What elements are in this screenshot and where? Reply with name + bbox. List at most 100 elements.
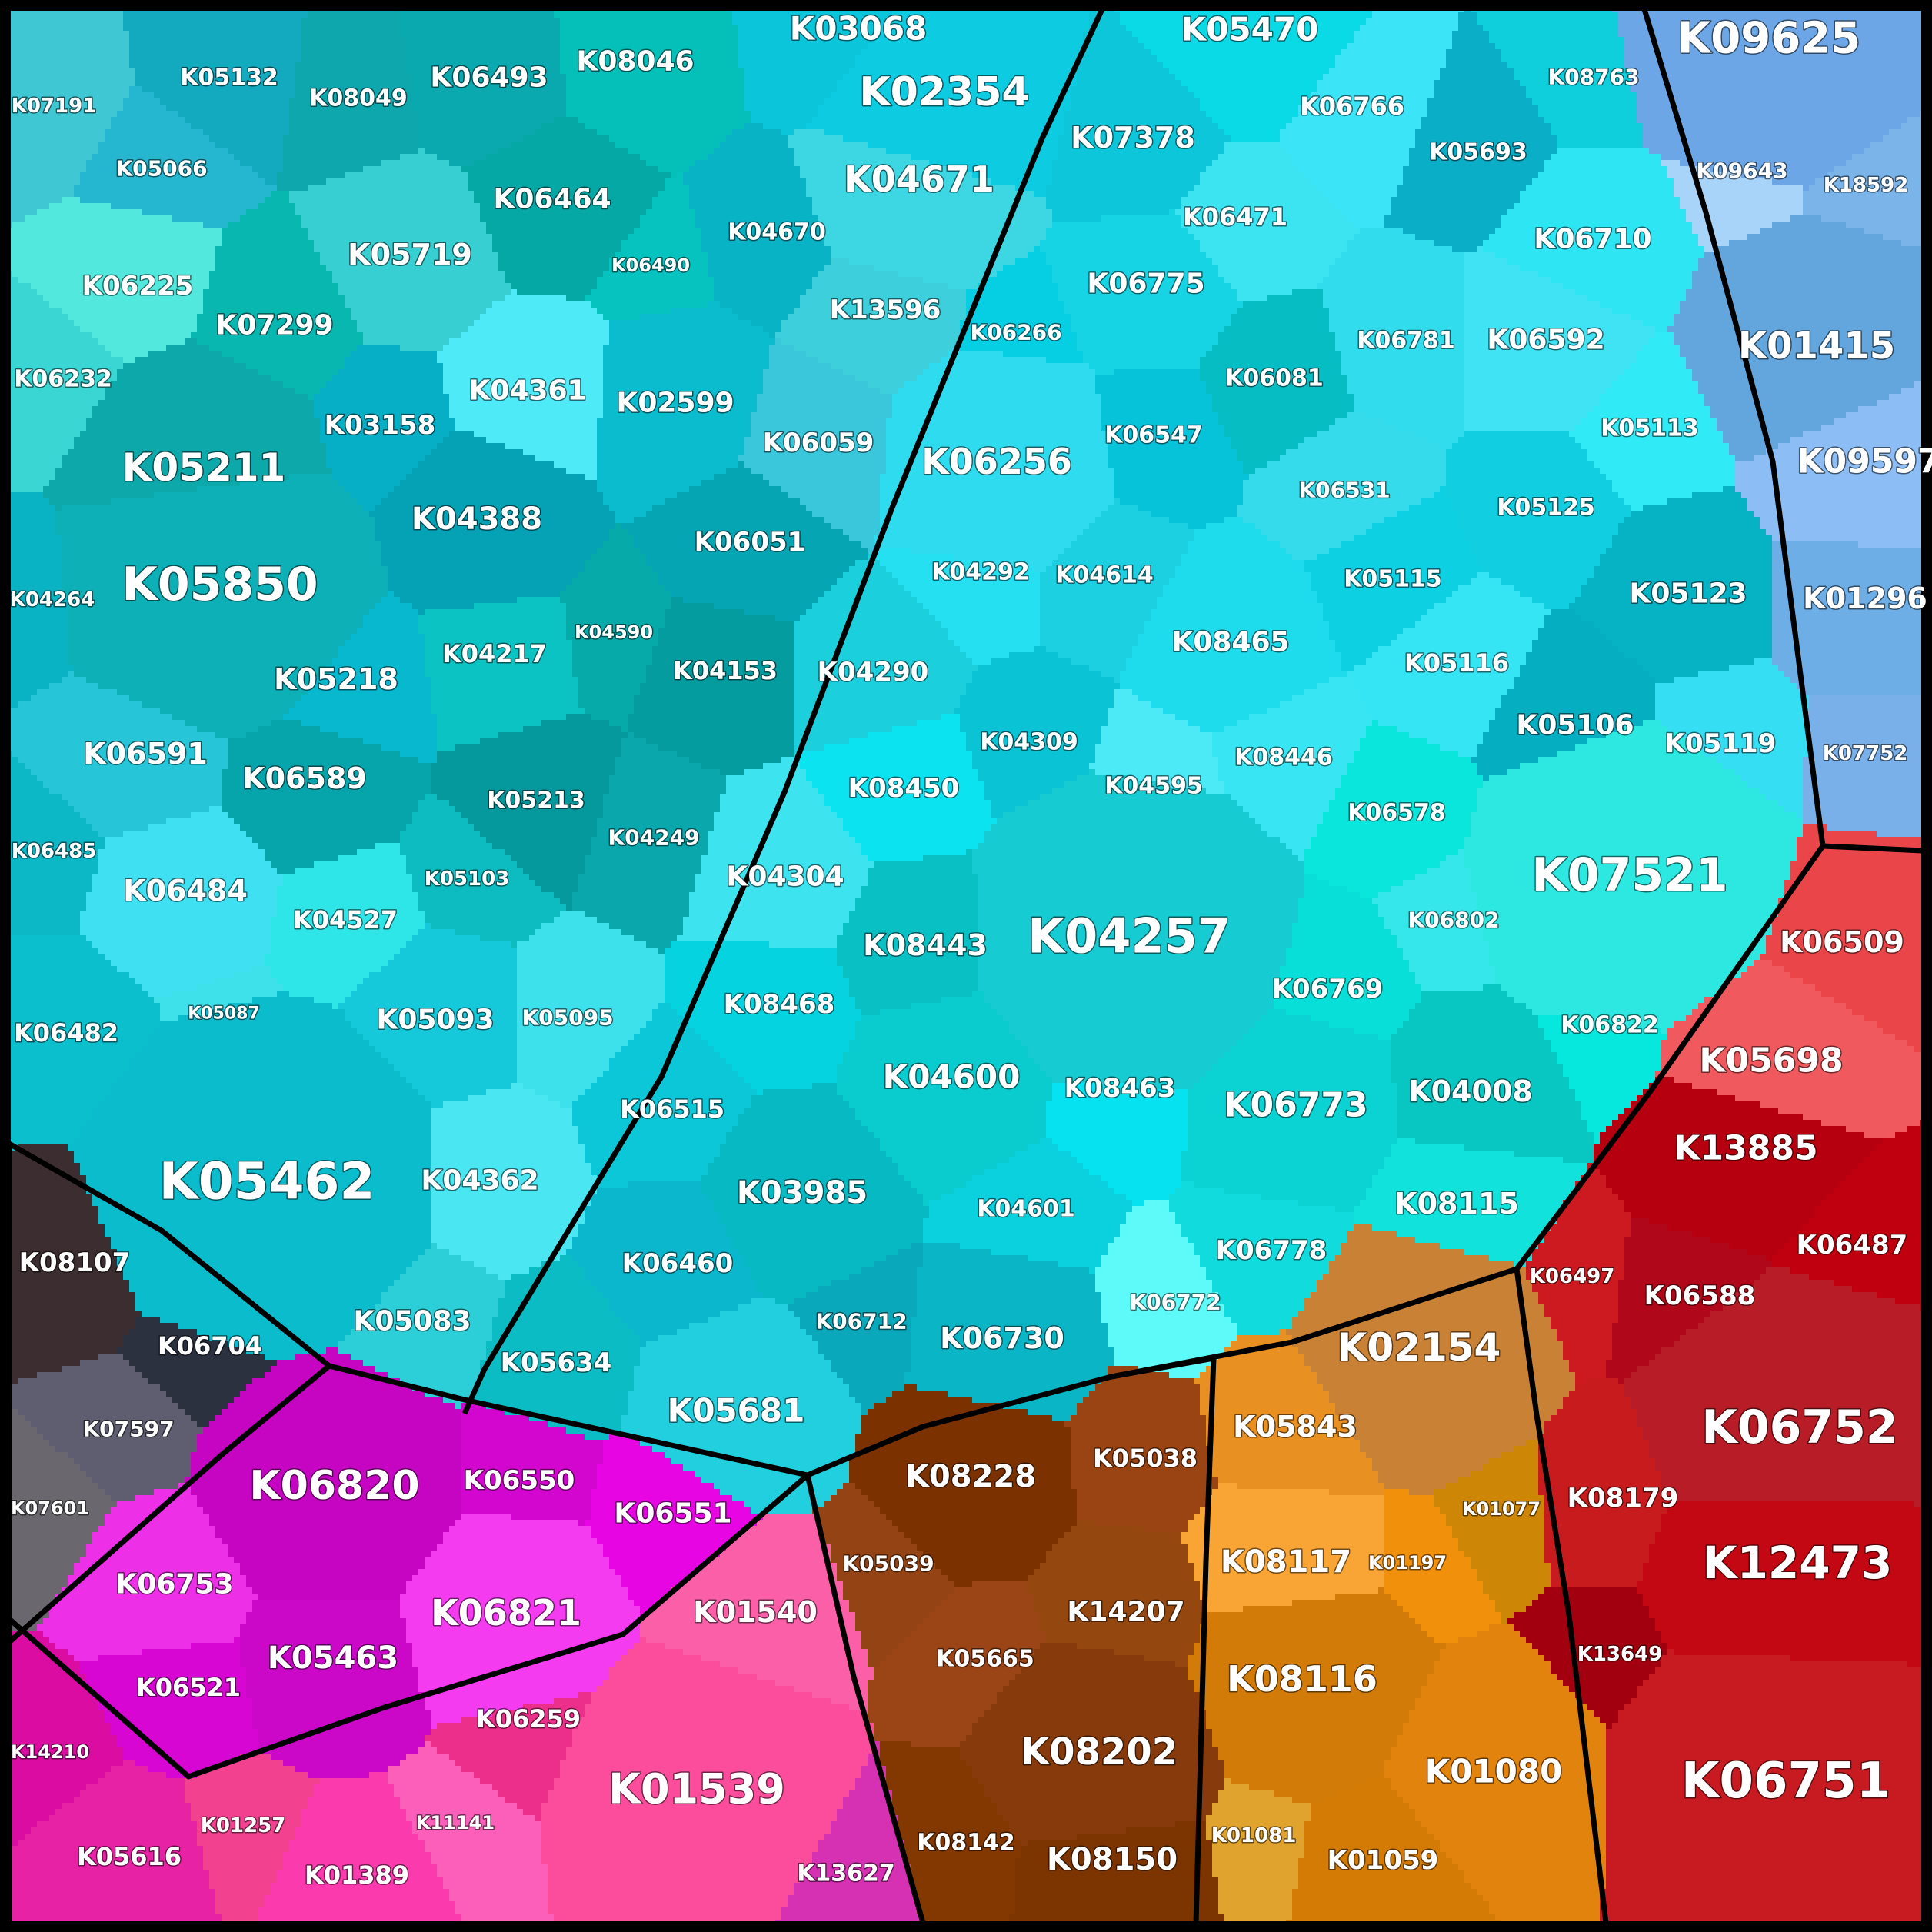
cell-label-k06059: K06059 — [763, 428, 874, 458]
cell-label-k06778: K06778 — [1216, 1235, 1327, 1266]
cell-label-k06766: K06766 — [1300, 92, 1404, 121]
cell-k06773 — [1181, 1009, 1397, 1212]
cell-k05843 — [1194, 1329, 1384, 1495]
cell-k06547 — [1095, 369, 1249, 529]
cell-k08465 — [1120, 517, 1347, 732]
cell-label-k06482: K06482 — [14, 1018, 118, 1048]
cell-k09625 — [1612, 0, 1932, 191]
cell-label-k06710: K06710 — [1534, 224, 1651, 255]
cell-k08049 — [277, 0, 418, 191]
cell-k05634 — [474, 1255, 640, 1440]
cell-k05616 — [0, 1760, 222, 1932]
cell-label-k12473: K12473 — [1703, 1537, 1893, 1589]
cell-k08763 — [1464, 0, 1643, 148]
cell-k04388 — [369, 431, 615, 615]
cell-label-k05066: K05066 — [115, 156, 207, 182]
cell-k07601 — [0, 1397, 117, 1631]
cell-k05106 — [1471, 609, 1655, 781]
cell-k07191 — [0, 0, 135, 228]
cell-k06484 — [80, 806, 283, 997]
cell-k04362 — [431, 1083, 597, 1280]
cell-k06710 — [1483, 148, 1704, 332]
cell-label-k08150: K08150 — [1047, 1842, 1178, 1877]
cell-k08463 — [1046, 1083, 1188, 1206]
cell-k05039 — [812, 1483, 954, 1667]
cell-label-k08443: K08443 — [863, 928, 988, 962]
cell-label-k04304: K04304 — [726, 861, 844, 893]
cell-label-k08115: K08115 — [1394, 1187, 1519, 1221]
cell-k06464 — [461, 117, 671, 301]
cell-k01539 — [541, 1637, 874, 1932]
cell-label-k06752: K06752 — [1701, 1401, 1897, 1454]
cell-k01077 — [1434, 1440, 1551, 1624]
cell-k07597 — [0, 1354, 203, 1501]
cell-label-k06484: K06484 — [123, 874, 248, 908]
cell-label-k06588: K06588 — [1644, 1281, 1756, 1311]
cell-label-k07597: K07597 — [82, 1417, 174, 1442]
cell-label-k08463: K08463 — [1064, 1073, 1176, 1104]
cell-k06515 — [572, 1003, 757, 1188]
cell-k08116 — [1188, 1587, 1446, 1803]
cell-label-k05095: K05095 — [521, 1005, 613, 1031]
cell-k03068 — [732, 0, 898, 135]
cell-k08115 — [1354, 1138, 1587, 1267]
cell-k13596 — [775, 258, 966, 394]
cell-k06521 — [80, 1637, 258, 1778]
cell-k07521 — [1464, 720, 1803, 1034]
cell-label-k04290: K04290 — [818, 657, 929, 688]
cell-k06509 — [1760, 824, 1932, 1058]
cell-label-k02154: K02154 — [1337, 1325, 1501, 1370]
cell-label-k18592: K18592 — [1824, 174, 1909, 197]
cell-label-k05132: K05132 — [180, 65, 278, 92]
cell-label-k02599: K02599 — [616, 388, 734, 419]
cell-label-k04153: K04153 — [673, 656, 778, 685]
cell-k06766 — [1280, 0, 1464, 228]
cell-k01059 — [1286, 1772, 1507, 1932]
cell-k06460 — [566, 1181, 763, 1347]
cell-k05125 — [1446, 431, 1631, 609]
cell-label-k14210: K14210 — [11, 1741, 89, 1763]
cell-k06730 — [904, 1243, 1114, 1421]
cell-k04600 — [837, 991, 1052, 1206]
cell-k06531 — [1237, 412, 1446, 560]
cell-label-k01389: K01389 — [305, 1860, 409, 1890]
cell-label-k04292: K04292 — [931, 559, 1030, 586]
cell-label-k05103: K05103 — [425, 868, 510, 891]
cell-k06550 — [461, 1403, 603, 1526]
cell-label-k06821: K06821 — [431, 1592, 581, 1634]
cell-label-k05616: K05616 — [77, 1842, 182, 1871]
cell-label-k08465: K08465 — [1171, 627, 1289, 658]
cell-k04671 — [788, 129, 1052, 289]
cell-k05087 — [154, 966, 283, 1021]
cell-k06490 — [585, 172, 714, 320]
cell-k05218 — [283, 591, 437, 763]
cell-label-k03985: K03985 — [737, 1175, 868, 1211]
cell-k04257 — [972, 769, 1304, 1089]
cell-label-k06256: K06256 — [921, 441, 1072, 482]
cell-label-k05039: K05039 — [842, 1551, 934, 1577]
cell-k02154 — [1286, 1224, 1575, 1495]
cell-label-k08179: K08179 — [1567, 1483, 1679, 1514]
cell-label-k04361: K04361 — [468, 375, 586, 407]
cell-label-k04217: K04217 — [442, 639, 547, 668]
cell-k06485 — [0, 744, 105, 935]
cell-k08046 — [554, 0, 751, 178]
cell-label-k05115: K05115 — [1344, 566, 1442, 593]
cell-label-k05693: K05693 — [1429, 139, 1527, 166]
cell-k04527 — [265, 843, 425, 1009]
cell-label-k05634: K05634 — [501, 1347, 612, 1378]
cell-k05095 — [517, 911, 665, 1108]
cell-label-k07378: K07378 — [1071, 121, 1195, 155]
cell-k06592 — [1464, 246, 1655, 431]
cell-label-k06509: K06509 — [1780, 925, 1904, 959]
cell-k08150 — [1009, 1821, 1224, 1932]
cell-label-k06515: K06515 — [620, 1094, 724, 1124]
cell-k12473 — [1637, 1501, 1932, 1667]
cell-k04008 — [1391, 984, 1594, 1163]
cell-k06232 — [0, 265, 123, 492]
cell-k08202 — [960, 1643, 1224, 1846]
cell-label-k06753: K06753 — [115, 1569, 233, 1601]
cell-label-k13596: K13596 — [830, 295, 941, 325]
cell-label-k04614: K04614 — [1055, 562, 1154, 589]
cell-k06081 — [1200, 289, 1354, 474]
